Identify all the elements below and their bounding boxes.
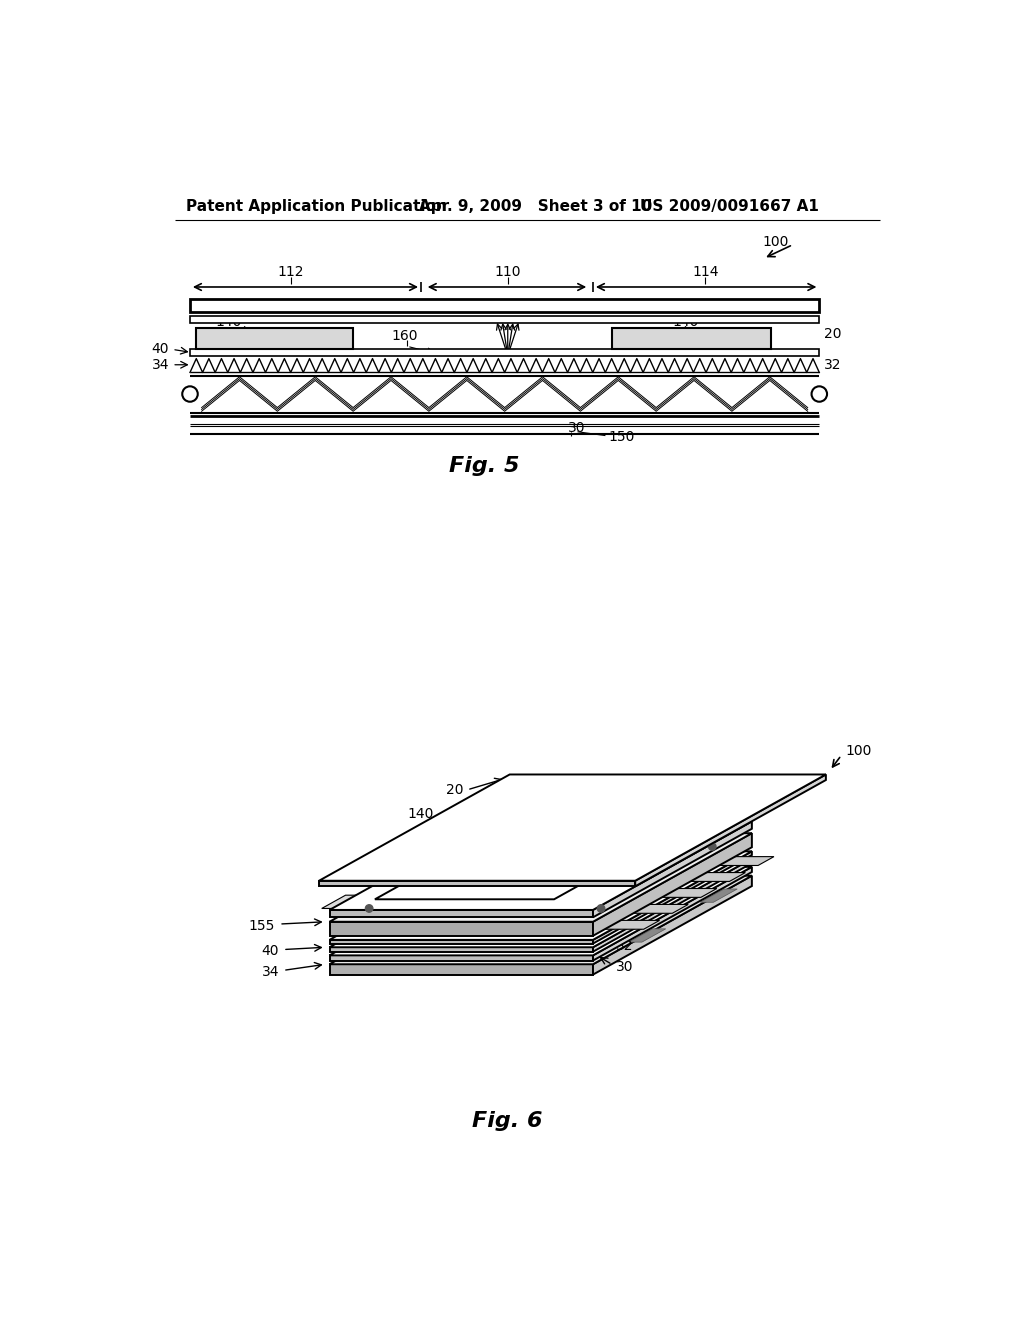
Polygon shape	[517, 929, 554, 942]
Polygon shape	[521, 888, 558, 903]
Circle shape	[709, 842, 716, 850]
Polygon shape	[655, 888, 692, 903]
Polygon shape	[330, 833, 752, 921]
Polygon shape	[635, 775, 826, 886]
Polygon shape	[561, 929, 599, 942]
Polygon shape	[593, 867, 752, 961]
Text: 20: 20	[824, 327, 842, 341]
Polygon shape	[540, 929, 577, 942]
Text: 30: 30	[616, 960, 634, 974]
Polygon shape	[454, 888, 490, 903]
Polygon shape	[330, 964, 593, 974]
Text: 32: 32	[824, 358, 842, 372]
Polygon shape	[638, 888, 717, 898]
Text: 140: 140	[616, 891, 643, 906]
Text: Apr. 9, 2009   Sheet 3 of 10: Apr. 9, 2009 Sheet 3 of 10	[419, 198, 652, 214]
Polygon shape	[700, 888, 737, 903]
Polygon shape	[330, 948, 593, 952]
Text: 30: 30	[568, 421, 586, 434]
Polygon shape	[393, 846, 688, 908]
Polygon shape	[472, 929, 509, 942]
Polygon shape	[593, 859, 752, 952]
Polygon shape	[330, 867, 752, 956]
Text: 40: 40	[261, 944, 280, 958]
Circle shape	[366, 904, 373, 912]
Text: Patent Application Publication: Patent Application Publication	[186, 198, 446, 214]
Text: Fig. 5: Fig. 5	[450, 457, 520, 477]
Bar	[197, 327, 352, 350]
Polygon shape	[609, 904, 688, 913]
Polygon shape	[495, 929, 531, 942]
Polygon shape	[382, 929, 420, 942]
Polygon shape	[330, 921, 593, 936]
Text: 140: 140	[408, 807, 434, 821]
Polygon shape	[593, 821, 752, 917]
Text: 32: 32	[616, 939, 634, 953]
Circle shape	[476, 842, 484, 850]
Polygon shape	[629, 929, 666, 942]
Polygon shape	[427, 929, 464, 942]
Polygon shape	[370, 869, 425, 882]
Polygon shape	[417, 842, 472, 855]
Polygon shape	[322, 895, 377, 908]
Bar	[612, 327, 771, 350]
Polygon shape	[695, 857, 774, 866]
Polygon shape	[330, 909, 593, 917]
Polygon shape	[450, 929, 486, 942]
Polygon shape	[319, 880, 635, 886]
Text: 150: 150	[608, 430, 635, 444]
Text: 160: 160	[391, 329, 418, 342]
Polygon shape	[499, 888, 536, 903]
Polygon shape	[544, 888, 581, 903]
Polygon shape	[330, 821, 752, 909]
Bar	[190, 300, 819, 313]
Text: 140: 140	[673, 315, 699, 330]
Polygon shape	[330, 940, 593, 944]
Text: 40: 40	[152, 342, 169, 356]
Polygon shape	[330, 851, 752, 940]
Text: 140: 140	[216, 315, 242, 330]
Bar	[190, 317, 819, 323]
Polygon shape	[566, 888, 603, 903]
Polygon shape	[330, 875, 752, 964]
Polygon shape	[667, 873, 745, 882]
Text: 110: 110	[495, 265, 521, 280]
Polygon shape	[593, 875, 752, 974]
Polygon shape	[476, 888, 513, 903]
Polygon shape	[319, 775, 826, 880]
Polygon shape	[404, 929, 441, 942]
Polygon shape	[593, 833, 752, 936]
Circle shape	[597, 904, 605, 912]
Polygon shape	[588, 888, 626, 903]
Text: 100: 100	[762, 235, 788, 248]
Text: 34: 34	[261, 965, 280, 979]
Bar	[190, 350, 819, 355]
Text: 155: 155	[249, 919, 275, 933]
Polygon shape	[375, 832, 675, 899]
Polygon shape	[610, 888, 647, 903]
Polygon shape	[593, 851, 752, 944]
Text: 160: 160	[569, 824, 596, 838]
Text: Fig. 6: Fig. 6	[472, 1111, 543, 1131]
Polygon shape	[633, 888, 670, 903]
Polygon shape	[581, 920, 659, 929]
Text: US 2009/0091667 A1: US 2009/0091667 A1	[640, 198, 818, 214]
Text: 100: 100	[845, 744, 871, 759]
Polygon shape	[678, 888, 715, 903]
Text: 20: 20	[445, 783, 463, 797]
Text: 112: 112	[278, 265, 304, 280]
Polygon shape	[584, 929, 621, 942]
Polygon shape	[330, 956, 593, 961]
Text: 34: 34	[152, 358, 169, 372]
Text: 114: 114	[692, 265, 719, 280]
Polygon shape	[606, 929, 643, 942]
Polygon shape	[330, 859, 752, 948]
